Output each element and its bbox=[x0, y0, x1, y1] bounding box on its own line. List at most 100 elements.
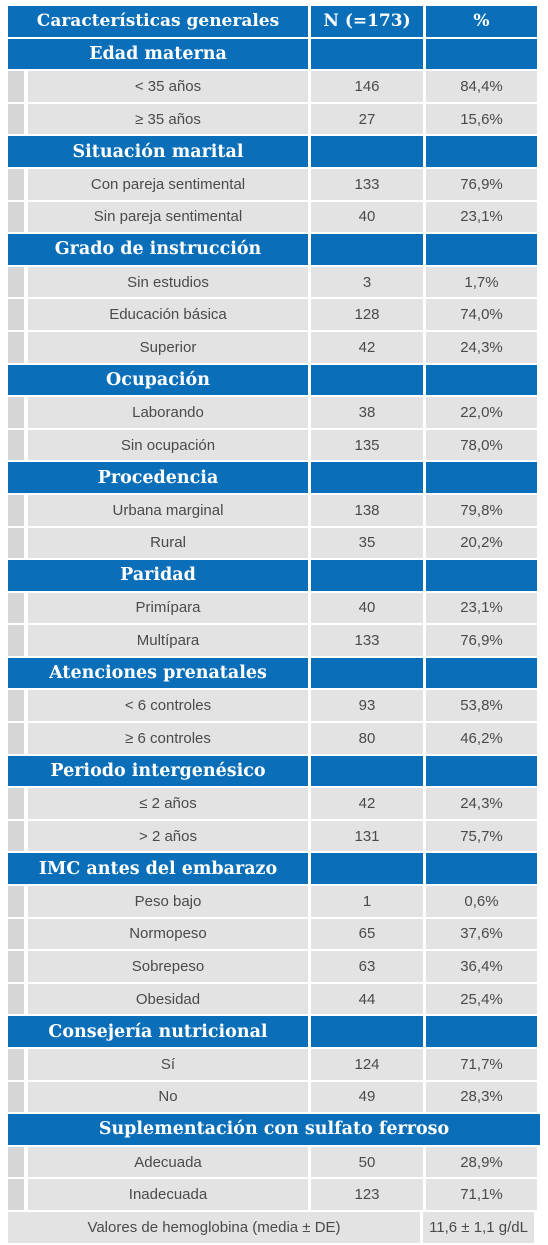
section-title: Procedencia bbox=[8, 462, 308, 493]
table-row: ≤ 2 años 42 24,3% bbox=[8, 788, 540, 819]
row-n-value: 42 bbox=[311, 788, 423, 819]
section-header-blank-n bbox=[311, 755, 423, 787]
section-header-blank-pct bbox=[426, 560, 537, 591]
row-label: Normopeso bbox=[28, 918, 308, 950]
row-n-value: 133 bbox=[311, 625, 423, 656]
row-indent-marker bbox=[8, 494, 24, 526]
row-n-value: 133 bbox=[311, 168, 423, 200]
row-indent-marker bbox=[8, 1081, 24, 1113]
row-n-value: 135 bbox=[311, 429, 423, 461]
table-row: Obesidad 44 25,4% bbox=[8, 983, 540, 1015]
section-header-row: Consejería nutricional bbox=[8, 1016, 540, 1047]
row-indent-marker bbox=[8, 103, 24, 135]
row-label: Obesidad bbox=[28, 983, 308, 1015]
row-indent-marker bbox=[8, 983, 24, 1015]
row-n-value: 40 bbox=[311, 201, 423, 233]
footer-row: Valores de hemoglobina (media ± DE) 11,6… bbox=[8, 1211, 540, 1243]
row-indent-marker bbox=[8, 886, 24, 917]
table-row: No 49 28,3% bbox=[8, 1081, 540, 1113]
row-label: Con pareja sentimental bbox=[28, 168, 308, 200]
row-pct-value: 75,7% bbox=[426, 820, 537, 852]
section-title: Atenciones prenatales bbox=[8, 657, 308, 689]
row-indent-marker bbox=[8, 71, 24, 102]
section-header-blank-pct bbox=[426, 234, 537, 265]
row-pct-value: 24,3% bbox=[426, 788, 537, 819]
table-row: > 2 años 131 75,7% bbox=[8, 820, 540, 852]
row-n-value: 42 bbox=[311, 331, 423, 363]
table-body: Edad materna < 35 años 146 84,4% ≥ 35 años 27… bbox=[8, 38, 540, 1210]
row-pct-value: 71,7% bbox=[426, 1049, 537, 1080]
row-indent-marker bbox=[8, 168, 24, 200]
section-header-blank-n bbox=[311, 853, 423, 885]
table-row: Sin pareja sentimental 40 23,1% bbox=[8, 201, 540, 233]
row-indent-marker bbox=[8, 266, 24, 298]
row-n-value: 40 bbox=[311, 592, 423, 624]
table-row: ≥ 35 años 27 15,6% bbox=[8, 103, 540, 135]
footer-label: Valores de hemoglobina (media ± DE) bbox=[8, 1211, 420, 1243]
row-n-value: 50 bbox=[311, 1146, 423, 1178]
row-label: Urbana marginal bbox=[28, 494, 308, 526]
row-indent-marker bbox=[8, 788, 24, 819]
section-header-blank-n bbox=[311, 560, 423, 591]
section-header-row: IMC antes del embarazo bbox=[8, 853, 540, 885]
row-label: ≥ 6 controles bbox=[28, 723, 308, 754]
row-label: Adecuada bbox=[28, 1146, 308, 1178]
row-label: Sí bbox=[28, 1049, 308, 1080]
section-header-row: Ocupación bbox=[8, 364, 540, 396]
row-label: Primípara bbox=[28, 592, 308, 624]
table-row: Normopeso 65 37,6% bbox=[8, 918, 540, 950]
row-n-value: 63 bbox=[311, 951, 423, 982]
row-pct-value: 20,2% bbox=[426, 527, 537, 559]
row-label: < 35 años bbox=[28, 71, 308, 102]
row-indent-marker bbox=[8, 429, 24, 461]
row-n-value: 3 bbox=[311, 266, 423, 298]
section-header-blank-n bbox=[311, 38, 423, 70]
row-label: > 2 años bbox=[28, 820, 308, 852]
section-header-row: Atenciones prenatales bbox=[8, 657, 540, 689]
section-header-blank-n bbox=[311, 462, 423, 493]
row-n-value: 93 bbox=[311, 690, 423, 722]
section-header-blank-pct bbox=[426, 657, 537, 689]
row-label: Sin ocupación bbox=[28, 429, 308, 461]
table-row: < 35 años 146 84,4% bbox=[8, 71, 540, 102]
footer-value: 11,6 ± 1,1 g/dL bbox=[423, 1211, 534, 1243]
table-row: Sí 124 71,7% bbox=[8, 1049, 540, 1080]
row-indent-marker bbox=[8, 1146, 24, 1178]
row-indent-marker bbox=[8, 592, 24, 624]
row-pct-value: 15,6% bbox=[426, 103, 537, 135]
row-n-value: 44 bbox=[311, 983, 423, 1015]
section-title: Edad materna bbox=[8, 38, 308, 70]
row-pct-value: 28,3% bbox=[426, 1081, 537, 1113]
row-n-value: 128 bbox=[311, 299, 423, 330]
row-indent-marker bbox=[8, 723, 24, 754]
section-header-blank-pct bbox=[426, 755, 537, 787]
section-header-row: Grado de instrucción bbox=[8, 234, 540, 265]
table-header-row: Características generales N (=173) % bbox=[8, 6, 540, 37]
section-header-blank-pct bbox=[426, 364, 537, 396]
section-header-row: Paridad bbox=[8, 560, 540, 591]
section-title: Situación marital bbox=[8, 136, 308, 167]
row-indent-marker bbox=[8, 397, 24, 428]
table-row: Adecuada 50 28,9% bbox=[8, 1146, 540, 1178]
row-indent-marker bbox=[8, 918, 24, 950]
row-indent-marker bbox=[8, 1049, 24, 1080]
table-row: Peso bajo 1 0,6% bbox=[8, 886, 540, 917]
section-header-blank-pct bbox=[426, 1016, 537, 1047]
row-label: Sin estudios bbox=[28, 266, 308, 298]
row-label: Multípara bbox=[28, 625, 308, 656]
row-n-value: 80 bbox=[311, 723, 423, 754]
row-label: Superior bbox=[28, 331, 308, 363]
section-header-blank-pct bbox=[426, 136, 537, 167]
row-label: Inadecuada bbox=[28, 1179, 308, 1210]
row-indent-marker bbox=[8, 1179, 24, 1210]
section-title: IMC antes del embarazo bbox=[8, 853, 308, 885]
row-n-value: 146 bbox=[311, 71, 423, 102]
row-indent-marker bbox=[8, 951, 24, 982]
table-row: Sin estudios 3 1,7% bbox=[8, 266, 540, 298]
table-row: Sobrepeso 63 36,4% bbox=[8, 951, 540, 982]
row-label: Educación básica bbox=[28, 299, 308, 330]
row-pct-value: 76,9% bbox=[426, 625, 537, 656]
section-header-blank-pct bbox=[426, 38, 537, 70]
column-header-n: N (=173) bbox=[311, 6, 423, 37]
section-header-blank-pct bbox=[426, 853, 537, 885]
